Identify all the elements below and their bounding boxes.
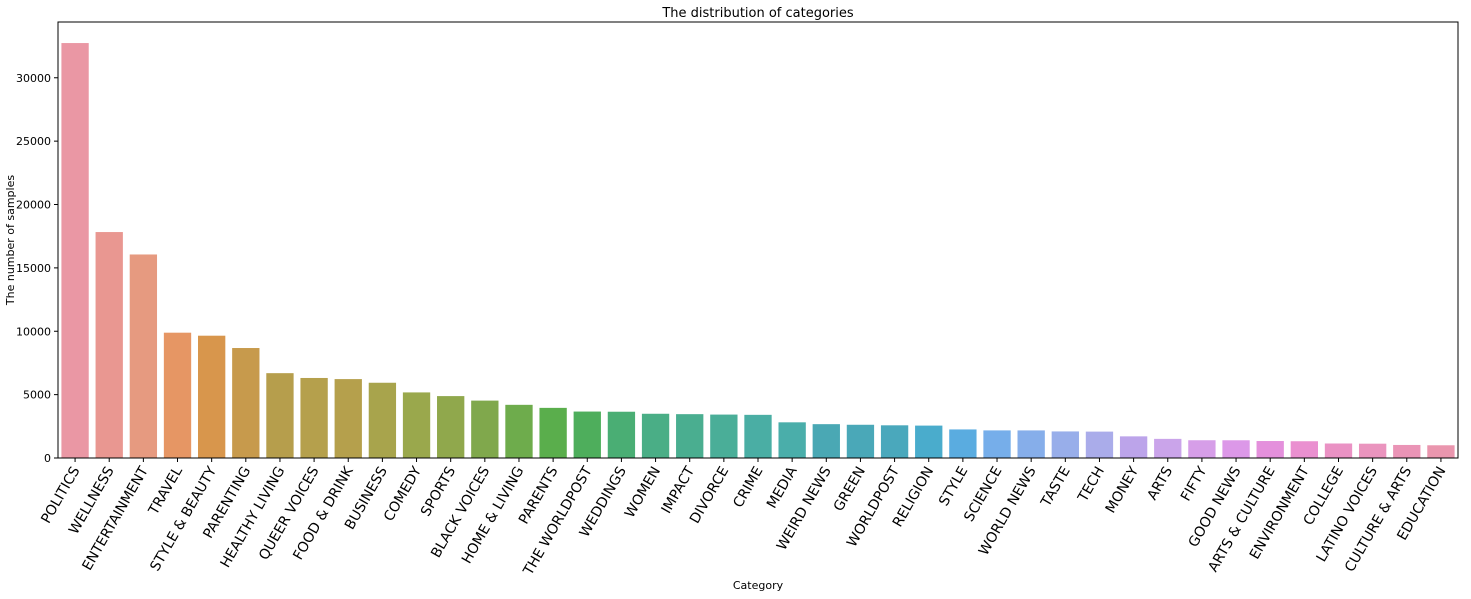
x-tick-label: STYLE (936, 464, 971, 509)
bar (778, 422, 806, 458)
bar (1051, 431, 1079, 458)
bar (744, 414, 772, 458)
bar (1256, 441, 1284, 458)
bar (300, 377, 328, 458)
bar (1393, 444, 1421, 458)
bar (471, 400, 499, 458)
x-tick-label: MONEY (1103, 464, 1143, 517)
bar (505, 404, 533, 458)
bar (880, 425, 909, 458)
bar (437, 396, 465, 458)
bar (1119, 436, 1148, 458)
bar (983, 430, 1011, 458)
bar (1324, 443, 1353, 458)
bar (1290, 441, 1318, 458)
y-tick-label: 15000 (16, 262, 51, 275)
y-axis-title: The number of samples (4, 175, 17, 306)
bar (812, 424, 840, 458)
bar (949, 429, 977, 458)
x-tick-label: GREEN (831, 464, 869, 514)
bar (1085, 431, 1114, 458)
bar (198, 335, 226, 458)
x-tick-label: ARTS (1144, 464, 1176, 503)
x-tick-label: TECH (1075, 464, 1108, 506)
bar (95, 232, 123, 458)
bar (710, 414, 738, 458)
y-tick-label: 25000 (16, 135, 51, 148)
x-tick-label: FIFTY (1178, 464, 1211, 505)
y-tick-label: 5000 (23, 389, 51, 402)
bar (915, 425, 943, 458)
bar (641, 413, 670, 458)
bar (61, 43, 89, 459)
y-tick-label: 0 (44, 452, 51, 465)
bar (163, 332, 192, 458)
y-tick-label: 30000 (16, 72, 51, 85)
x-tick-label: TASTE (1038, 464, 1074, 510)
y-tick-label: 10000 (16, 325, 51, 338)
chart-title: The distribution of categories (661, 6, 854, 21)
bar (1427, 445, 1455, 458)
bar (1222, 440, 1250, 458)
bar (368, 382, 397, 458)
bar (846, 424, 875, 458)
bar (232, 348, 260, 458)
bar (1358, 443, 1387, 458)
bar (402, 392, 431, 458)
x-tick-label: CRIME (730, 464, 766, 511)
x-tick-label: MEDIA (764, 464, 801, 512)
bar (334, 379, 362, 458)
y-axis: 0 5000 10000 15000 20000 25000 30000 (16, 72, 58, 465)
bar (607, 411, 636, 458)
bar (1188, 440, 1216, 458)
y-tick-label: 20000 (16, 199, 51, 212)
bar (129, 254, 158, 458)
bar (573, 411, 601, 458)
x-axis-title: Category (733, 579, 784, 592)
bar (1154, 438, 1182, 458)
bars-group (61, 43, 1455, 459)
x-axis: POLITICSWELLNESSENTERTAINMENTTRAVELSTYLE… (38, 458, 1449, 579)
bar (676, 414, 704, 458)
bar (1017, 430, 1045, 458)
bar (539, 407, 567, 458)
bar (266, 373, 294, 458)
